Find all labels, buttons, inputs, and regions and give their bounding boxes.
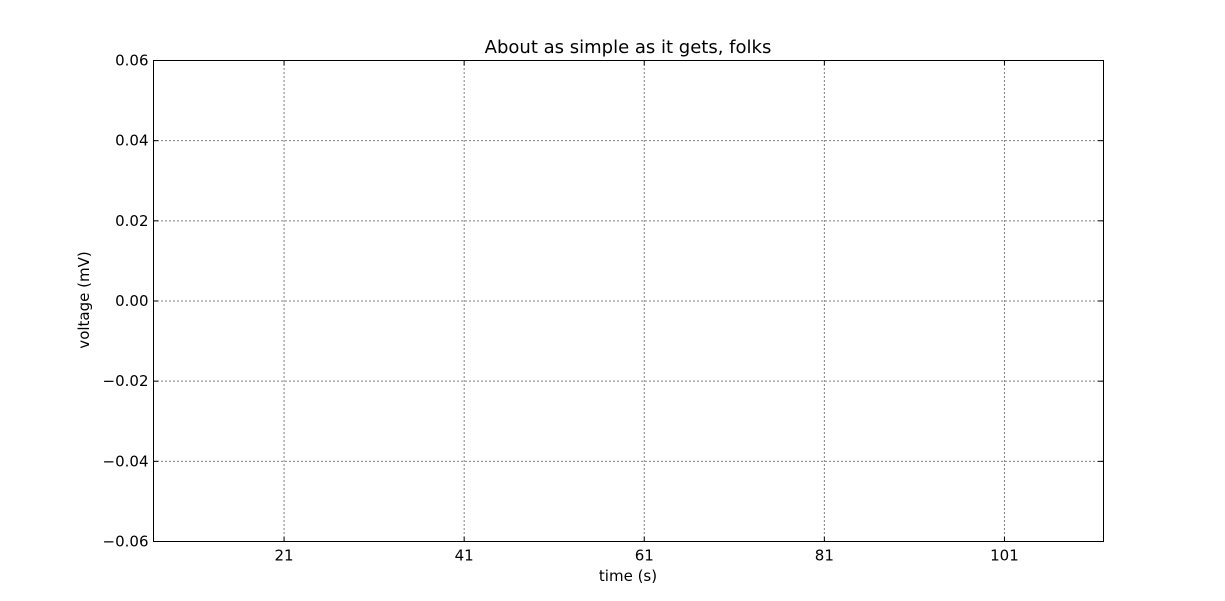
grid	[153, 60, 1104, 542]
y-tick-label: −0.02	[103, 372, 149, 390]
y-tick-label: 0.04	[115, 132, 148, 150]
x-tick-label: 21	[275, 547, 294, 565]
chart-title: About as simple as it gets, folks	[485, 37, 772, 58]
x-axis-label: time (s)	[599, 567, 657, 585]
x-tick-label: 101	[990, 547, 1019, 565]
y-tick-label: −0.04	[103, 452, 149, 470]
y-axis-label: voltage (mV)	[75, 251, 93, 348]
y-tick-label: 0.06	[115, 52, 148, 70]
y-tick-label: 0.00	[115, 292, 148, 310]
x-tick-label: 41	[455, 547, 474, 565]
x-tick-label: 81	[815, 547, 834, 565]
plot-frame	[153, 60, 1104, 542]
ticks: 21 41 61 81 101 −0.06 −0.04 −0.02 0.00 0.02 0.04 0.…	[103, 52, 1104, 565]
y-tick-label: 0.02	[115, 212, 148, 230]
x-tick-label: 61	[635, 547, 654, 565]
y-tick-label: −0.06	[103, 533, 149, 551]
